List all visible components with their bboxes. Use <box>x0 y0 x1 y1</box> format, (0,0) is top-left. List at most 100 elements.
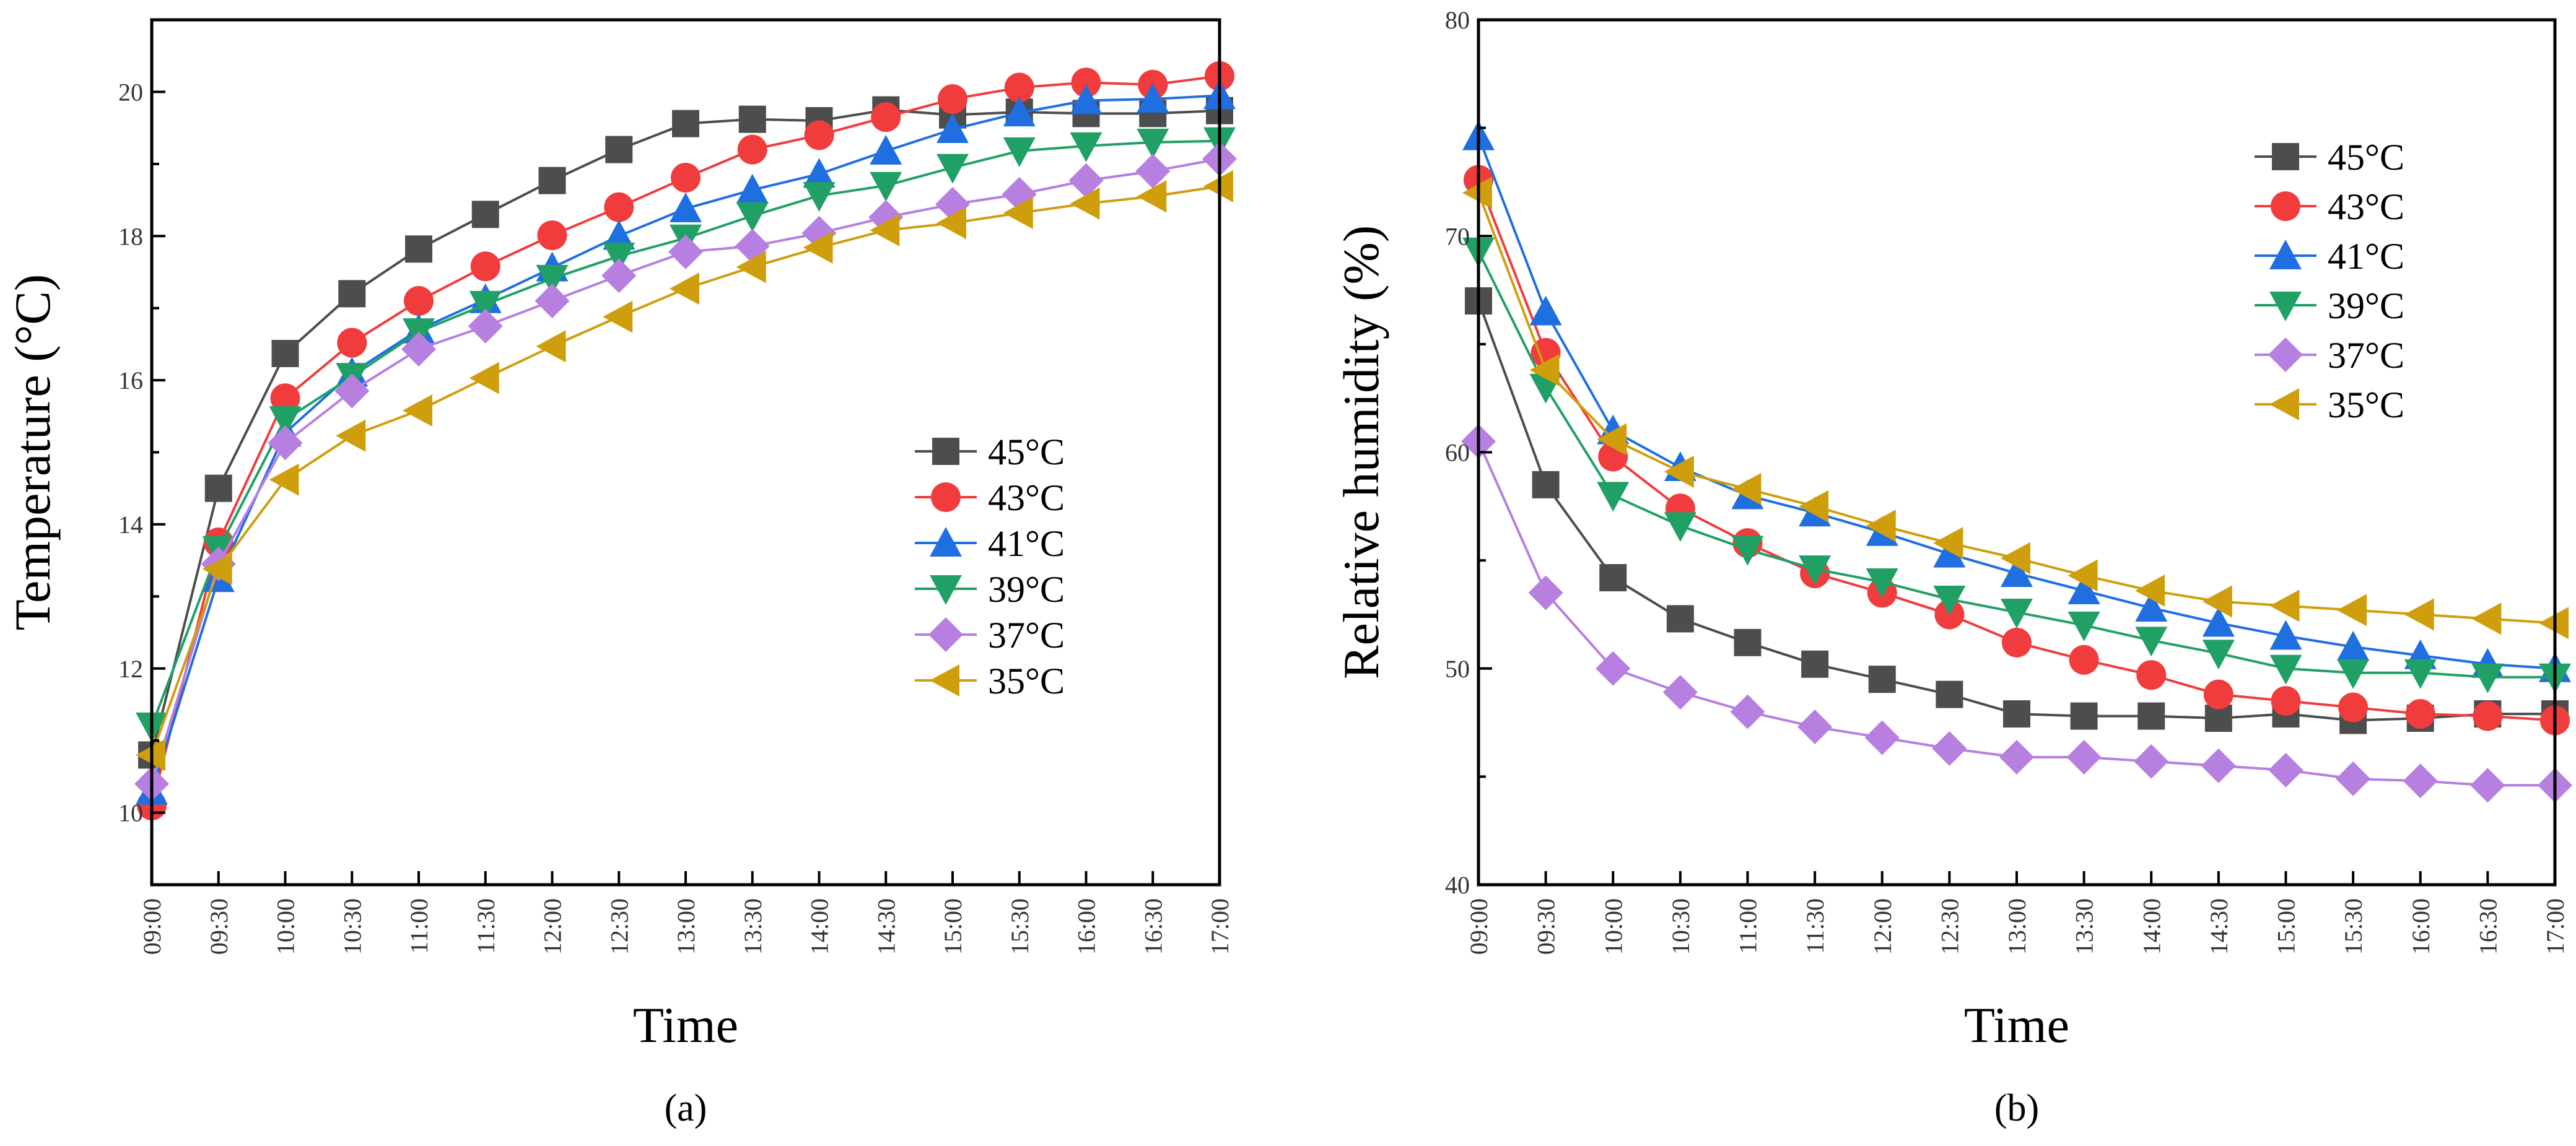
data-point <box>269 406 302 436</box>
data-point <box>736 202 769 232</box>
data-point <box>1003 196 1033 229</box>
data-point <box>2269 589 2300 622</box>
data-point <box>269 463 299 496</box>
data-point <box>668 234 703 269</box>
data-point <box>471 201 499 228</box>
x-tick-label: 10:30 <box>338 898 366 955</box>
data-point <box>938 84 967 115</box>
data-point <box>1730 694 1765 729</box>
legend: 45°C 43°C 41°C 39°C 37°C 35°C <box>915 432 1065 701</box>
data-point <box>2473 701 2503 731</box>
data-point <box>2405 699 2435 729</box>
data-point <box>738 105 766 133</box>
data-point <box>671 162 701 193</box>
data-point <box>2001 598 2033 628</box>
legend-marker <box>930 527 962 557</box>
data-point <box>605 136 633 163</box>
legend-item: 45°C <box>915 432 1065 472</box>
data-point <box>736 251 766 284</box>
data-point <box>2337 659 2370 689</box>
data-point <box>870 214 900 246</box>
data-point <box>1933 585 1966 615</box>
data-point <box>1866 510 1896 542</box>
data-point <box>270 383 300 414</box>
series-35°C <box>136 170 1233 771</box>
data-point <box>1068 163 1104 198</box>
x-tick-label: 14:30 <box>2205 898 2233 955</box>
data-point <box>2070 702 2098 730</box>
x-tick-label: 14:00 <box>2137 898 2165 955</box>
data-point <box>1797 710 1833 745</box>
data-point <box>870 171 902 202</box>
y-axis-title: Temperature (°C) <box>4 274 61 631</box>
panel-label: (b) <box>1994 1087 2039 1129</box>
data-point <box>1071 67 1101 98</box>
y-tick-label: 18 <box>118 222 143 250</box>
y-tick-label: 70 <box>1445 222 1470 250</box>
x-axis-title: Time <box>1964 997 2069 1053</box>
data-point <box>937 113 969 143</box>
data-point <box>2404 659 2437 689</box>
data-point <box>2001 542 2030 575</box>
chart-panel-b: 40 50 60 70 80 09:00 09:30 10:00 10:30 11:00 11:30… <box>1333 6 2572 1129</box>
x-tick-label: 09:00 <box>1465 898 1493 955</box>
y-tick-label: 60 <box>1445 439 1470 467</box>
data-point <box>2269 620 2302 650</box>
data-point <box>1532 471 1560 498</box>
data-point <box>2001 557 2033 588</box>
x-tick-label: 11:30 <box>1801 898 1829 954</box>
data-point <box>937 207 966 240</box>
x-tick-label: 16:00 <box>1073 898 1101 955</box>
data-point <box>334 373 370 409</box>
data-point <box>1070 84 1102 115</box>
legend-label: 43°C <box>988 477 1065 518</box>
x-tick-label: 10:00 <box>1599 898 1627 955</box>
data-point <box>1137 180 1167 213</box>
legend-item: 39°C <box>2255 285 2404 326</box>
data-point <box>1137 83 1169 113</box>
data-point <box>1004 72 1034 103</box>
data-point <box>2271 686 2301 716</box>
data-point <box>1003 137 1036 167</box>
data-point <box>1866 568 1898 599</box>
x-tick-label: 13:00 <box>672 898 700 955</box>
x-tick-label: 13:30 <box>2071 898 2098 955</box>
legend-item: 43°C <box>915 477 1065 518</box>
data-point <box>603 242 635 272</box>
data-point <box>803 158 836 188</box>
data-point <box>538 167 566 194</box>
data-point <box>1666 605 1694 633</box>
legend-label: 45°C <box>2328 137 2404 178</box>
legend-label: 37°C <box>988 615 1065 656</box>
data-point <box>2201 748 2236 783</box>
data-point <box>469 290 502 321</box>
data-point <box>1599 564 1627 592</box>
data-point <box>2471 602 2502 635</box>
legend-label: 39°C <box>988 569 1065 610</box>
data-point <box>1597 423 1627 456</box>
data-point <box>536 264 569 295</box>
data-point <box>1662 675 1698 710</box>
data-point <box>2137 702 2165 730</box>
data-point <box>202 553 232 586</box>
x-tick-label: 15:00 <box>939 898 967 955</box>
x-tick-label: 10:00 <box>272 898 300 955</box>
data-point <box>670 193 702 223</box>
y-tick-label: 14 <box>118 511 143 539</box>
chart-panel-a: 10 12 14 16 18 20 09:00 09:30 10:00 10:30 11:00 11:… <box>4 18 1237 1129</box>
data-point <box>469 362 499 394</box>
data-point <box>271 340 299 368</box>
legend-marker <box>2272 143 2299 170</box>
data-point <box>535 284 570 319</box>
legend-label: 37°C <box>2328 335 2404 376</box>
data-point <box>2337 630 2370 661</box>
legend-label: 39°C <box>2328 285 2404 326</box>
series-43°C <box>137 61 1234 820</box>
legend-item: 41°C <box>2255 236 2404 277</box>
data-point <box>670 272 699 305</box>
data-point <box>803 182 836 212</box>
data-point <box>1799 555 1832 586</box>
data-point <box>2203 679 2233 710</box>
data-point <box>2337 594 2367 627</box>
